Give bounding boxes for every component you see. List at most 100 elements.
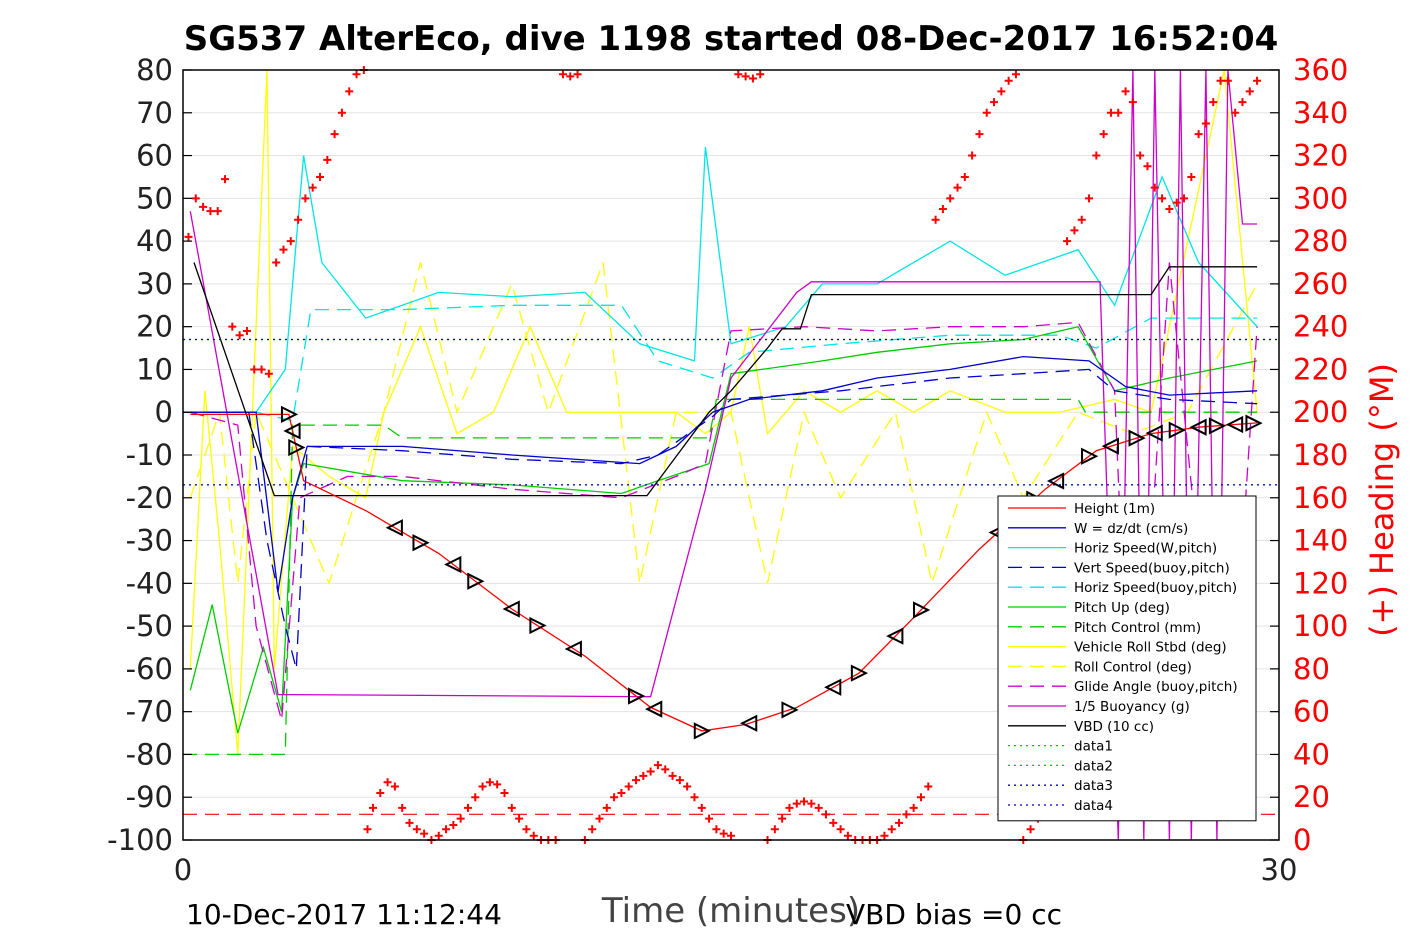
heading-marker	[800, 797, 809, 806]
y-tick-label: 70	[136, 96, 173, 130]
heading-marker	[352, 70, 361, 79]
heading-marker	[368, 803, 377, 812]
heading-marker	[675, 776, 684, 785]
height-triangle-marker	[1046, 472, 1065, 490]
height-triangle-marker	[693, 722, 712, 740]
heading-marker	[1165, 205, 1174, 214]
heading-marker	[191, 194, 200, 203]
height-triangle-marker	[444, 555, 462, 574]
heading-marker	[595, 814, 604, 823]
series-line-vbd	[193, 262, 1258, 497]
chart-title: SG537 AlterEco, dive 1198 started 08-Dec…	[184, 19, 1279, 59]
y-tick-label: 20	[136, 310, 173, 344]
heading-marker	[449, 821, 458, 830]
heading-marker	[206, 207, 215, 216]
heading-marker	[814, 803, 823, 812]
height-triangle-marker	[912, 601, 931, 619]
heading-marker	[1063, 237, 1072, 246]
heading-marker	[301, 194, 310, 203]
y2-tick-label: 180	[1293, 438, 1348, 472]
heading-marker	[916, 793, 925, 802]
heading-marker	[1026, 825, 1035, 834]
heading-marker	[697, 803, 706, 812]
heading-marker	[602, 803, 611, 812]
y2-tick-label: 280	[1293, 224, 1348, 258]
heading-marker	[938, 205, 947, 214]
height-triangle-marker	[412, 534, 430, 552]
height-triangle-marker	[781, 701, 799, 719]
right-axis-label: (+) Heading (°M)	[1363, 363, 1401, 637]
heading-marker	[1253, 76, 1262, 85]
legend-entry: Roll Control (deg)	[1074, 659, 1192, 675]
heading-marker	[522, 825, 531, 834]
y-tick-label: 80	[136, 53, 173, 87]
heading-marker	[617, 788, 626, 797]
heading-marker	[843, 831, 852, 840]
heading-marker	[705, 814, 714, 823]
heading-marker	[330, 130, 339, 139]
series-line-pitch_control	[183, 398, 1258, 756]
y-tick-label: -60	[126, 652, 173, 686]
heading-marker	[471, 793, 480, 802]
x-axis-ticks: 0 30	[174, 853, 1298, 887]
heading-marker	[829, 818, 838, 827]
y2-tick-label: 340	[1293, 96, 1348, 130]
heading-marker	[982, 108, 991, 117]
heading-marker	[323, 155, 332, 164]
y2-tick-label: 300	[1293, 181, 1348, 215]
heading-marker	[337, 108, 346, 117]
heading-marker	[558, 70, 567, 79]
y2-tick-label: 20	[1293, 780, 1330, 814]
right-axis-ticks: 3603403203002802602402202001801601401201…	[1270, 53, 1348, 857]
heading-marker	[463, 803, 472, 812]
legend-entry: Pitch Up (deg)	[1074, 600, 1170, 616]
y-tick-label: -20	[126, 481, 173, 515]
heading-marker	[294, 215, 303, 224]
y-tick-label: 10	[136, 352, 173, 386]
heading-marker	[719, 829, 728, 838]
heading-marker	[1092, 151, 1101, 160]
legend-entry: Glide Angle (buoy,pitch)	[1074, 679, 1238, 695]
heading-marker	[456, 814, 465, 823]
height-triangle-markers	[280, 405, 1263, 740]
heading-marker	[1172, 198, 1181, 207]
heading-marker	[376, 788, 385, 797]
height-triangle-marker	[283, 422, 301, 440]
heading-marker	[1128, 98, 1137, 107]
y2-tick-label: 40	[1293, 737, 1330, 771]
heading-marker	[1209, 98, 1218, 107]
heading-marker	[792, 799, 801, 808]
heading-marker	[953, 183, 962, 192]
heading-marker	[1136, 151, 1145, 160]
height-triangle-marker	[288, 438, 306, 457]
y2-tick-label: 140	[1293, 524, 1348, 558]
heading-marker	[770, 825, 779, 834]
height-triangle-marker	[1168, 421, 1186, 439]
heading-marker	[250, 365, 259, 374]
height-triangle-marker	[886, 627, 904, 645]
x-tick-label: 30	[1261, 853, 1298, 887]
y2-tick-label: 120	[1293, 566, 1348, 600]
height-triangle-marker	[1081, 447, 1099, 465]
heading-marker	[1245, 87, 1254, 96]
series-line-hspeed_buoy	[190, 304, 1258, 422]
height-triangle-marker	[1145, 424, 1163, 442]
y-tick-label: 40	[136, 224, 173, 258]
footer-vbd-bias: VBD bias =0 cc	[846, 898, 1062, 931]
heading-marker	[756, 70, 765, 79]
height-triangle-marker	[740, 714, 758, 732]
heading-marker	[785, 803, 794, 812]
heading-marker	[485, 778, 494, 787]
heading-marker	[683, 782, 692, 791]
heading-marker	[221, 175, 230, 184]
y-tick-label: -40	[126, 566, 173, 600]
heading-marker	[1099, 130, 1108, 139]
footer-timestamp: 10-Dec-2017 11:12:44	[186, 898, 502, 931]
heading-marker	[639, 771, 648, 780]
y-tick-label: -100	[107, 823, 173, 857]
heading-marker	[734, 70, 743, 79]
heading-marker	[836, 825, 845, 834]
y-tick-label: -30	[126, 524, 173, 558]
heading-marker	[960, 172, 969, 181]
legend-entry: data1	[1074, 739, 1113, 755]
